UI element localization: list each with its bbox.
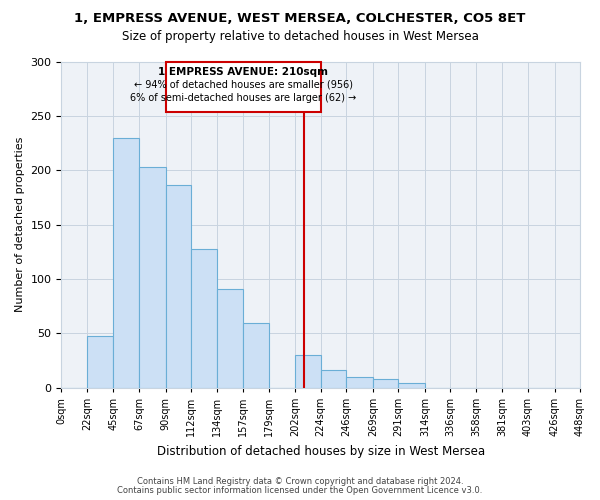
Bar bbox=[295, 355, 321, 388]
Y-axis label: Number of detached properties: Number of detached properties bbox=[15, 137, 25, 312]
Bar bbox=[398, 384, 425, 388]
Text: Size of property relative to detached houses in West Mersea: Size of property relative to detached ho… bbox=[122, 30, 478, 43]
Text: ← 94% of detached houses are smaller (956): ← 94% of detached houses are smaller (95… bbox=[134, 80, 353, 90]
Text: 1, EMPRESS AVENUE, WEST MERSEA, COLCHESTER, CO5 8ET: 1, EMPRESS AVENUE, WEST MERSEA, COLCHEST… bbox=[74, 12, 526, 26]
Bar bbox=[87, 336, 113, 388]
Bar bbox=[191, 248, 217, 388]
Text: Contains HM Land Registry data © Crown copyright and database right 2024.: Contains HM Land Registry data © Crown c… bbox=[137, 477, 463, 486]
FancyBboxPatch shape bbox=[166, 62, 321, 112]
Bar bbox=[166, 186, 191, 388]
Bar bbox=[346, 377, 373, 388]
Text: 1 EMPRESS AVENUE: 210sqm: 1 EMPRESS AVENUE: 210sqm bbox=[158, 67, 328, 77]
Bar bbox=[243, 322, 269, 388]
Text: 6% of semi-detached houses are larger (62) →: 6% of semi-detached houses are larger (6… bbox=[130, 93, 356, 103]
Bar bbox=[373, 379, 398, 388]
Bar bbox=[321, 370, 346, 388]
Bar bbox=[139, 167, 166, 388]
Text: Contains public sector information licensed under the Open Government Licence v3: Contains public sector information licen… bbox=[118, 486, 482, 495]
Bar bbox=[113, 138, 139, 388]
X-axis label: Distribution of detached houses by size in West Mersea: Distribution of detached houses by size … bbox=[157, 444, 485, 458]
Bar bbox=[217, 289, 243, 388]
